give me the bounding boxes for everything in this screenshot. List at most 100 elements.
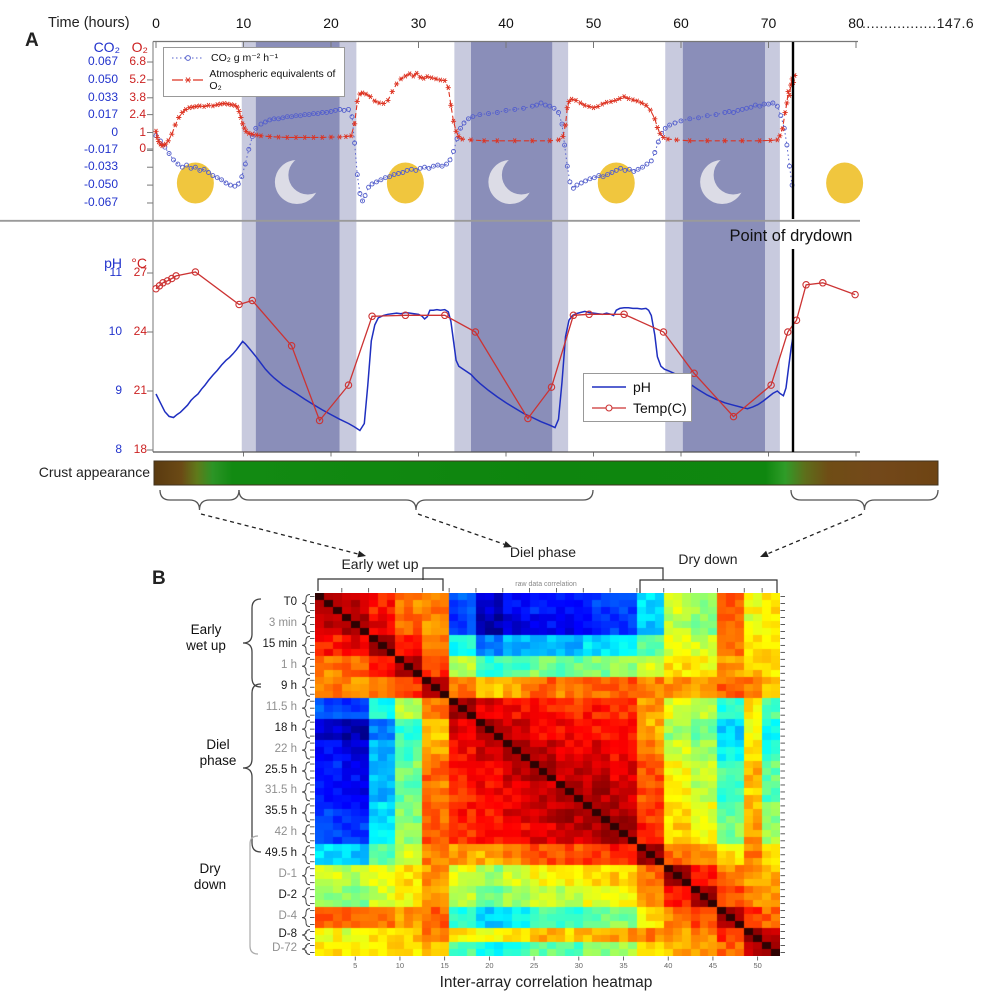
panel-a-label: A [25,30,39,51]
time-tick-label: 70 [760,15,777,31]
ph-axis-header: pH [104,255,122,271]
heatmap-row-label: T0 [283,595,297,608]
o2-legend-entry: Atmospheric equivalents of O₂ [164,68,344,92]
temp-legend-label: Temp(C) [633,400,687,416]
brace-label-diel-phase: Diel phase [509,544,577,560]
heatmap-row-label: D-72 [272,941,297,954]
temp-marker [851,290,859,299]
ph-legend-entry: pH [584,379,691,395]
o2-line-sample-icon [172,77,204,83]
phase-arrowhead [357,550,366,558]
row-label-brace [301,635,311,655]
co2-tick-value: 0.017 [87,106,118,121]
temp-marker [159,279,167,287]
row-label-brace [301,845,311,865]
crust-phase-brace [238,489,594,511]
brace-label-early-wet-up: Early wet up [341,556,419,572]
temp-marker [287,342,296,350]
temp-marker [235,300,243,309]
time-tick-label: 0 [152,15,160,31]
ph-line-sample-icon [592,386,626,388]
temp-marker [315,416,324,425]
group-brace-early-wet-up [242,598,262,688]
moon-icon [713,155,753,195]
temp-marker [569,311,578,320]
twilight-band [552,42,569,452]
heatmap-x-tick-label: 30 [574,961,583,970]
heatmap-row-label: 9 h [281,679,297,692]
ph-curve [155,307,794,432]
time-tick-label: 80 [848,15,864,31]
temp-marker [191,268,200,276]
temp-marker [172,272,180,280]
sun-icon [826,162,864,204]
crust-phase-brace [790,489,939,511]
brace-label-dry-down: Dry down [678,551,738,567]
heatmap-row-label: 35.5 h [265,805,297,818]
co2-tick-value: 0.050 [87,71,118,86]
heatmap-row-label: 3 min [268,616,297,629]
night-band [471,42,553,452]
heatmap-x-tick-label: 15 [440,961,449,970]
temp-marker [248,296,257,305]
heatmap-x-tick-label: 50 [753,961,762,970]
time-tick-label: 40 [498,15,514,31]
o2-tick-value: 5.2 [129,72,146,86]
phase-arrow [417,513,505,545]
ph-legend-label: pH [633,379,651,395]
heatmap-caption: Inter-array correlation heatmap [439,974,653,991]
heatmap-group-label: Diel phase [199,737,237,768]
o2-tick-value: 3.8 [129,90,146,104]
heatmap-row-label: D-1 [278,868,297,881]
heatmap-row-label: D-8 [278,927,297,940]
twilight-band [665,42,683,452]
co2-tick-value: 0.033 [87,89,118,104]
twilight-band [241,42,256,452]
co2-axis-header: CO₂ [93,39,120,55]
group-brace-diel-phase [242,683,262,853]
row-label-brace [301,824,311,844]
heatmap-group-label: Early wet up [186,622,226,653]
heatmap-row-label: 31.5 h [265,784,297,797]
temp-marker [368,312,376,321]
heatmap-row-label: 49.5 h [265,847,297,860]
temp-legend-entry: Temp(C) [584,400,691,416]
o2-markers [153,70,798,149]
row-label-brace [301,803,311,823]
row-label-brace [301,698,311,718]
correlation-heatmap [315,593,780,956]
row-label-brace [301,782,311,802]
phase-arrow [767,513,863,555]
temp-marker [659,328,668,336]
ph-tick-value: 8 [115,442,122,456]
temp-marker [524,414,532,423]
row-label-brace [301,887,311,907]
co2-line-sample-icon [172,55,204,61]
heatmap-x-tick-label: 25 [529,961,539,970]
phase-arrow [200,513,359,555]
moon-icon [501,155,541,195]
time-tick-label: 20 [323,15,339,31]
heatmap-row-label: D-4 [278,910,297,923]
o2-tick-value: 6.8 [129,54,146,68]
o2-legend-label: Atmospheric equivalents of O₂ [209,68,336,92]
temp-tick-value: 27 [133,265,147,279]
temp-marker [547,383,556,391]
row-label-brace [301,677,311,697]
ph-tick-value: 11 [109,265,122,279]
row-label-brace [301,740,311,760]
co2-tick-value: -0.067 [83,194,118,209]
row-label-brace [301,866,311,886]
phase-bracket-early-wet-up [317,578,444,591]
temp-marker [344,381,353,389]
temp-marker [784,328,792,336]
phase-bracket-dry-down [639,579,778,593]
row-label-brace [301,929,311,942]
ph-tick-value: 10 [108,324,122,338]
phase-arrowhead [760,550,769,558]
heatmap-x-tick-label: 35 [619,961,628,970]
sun-icon [176,162,214,204]
group-bracket-dry-down [249,835,259,955]
